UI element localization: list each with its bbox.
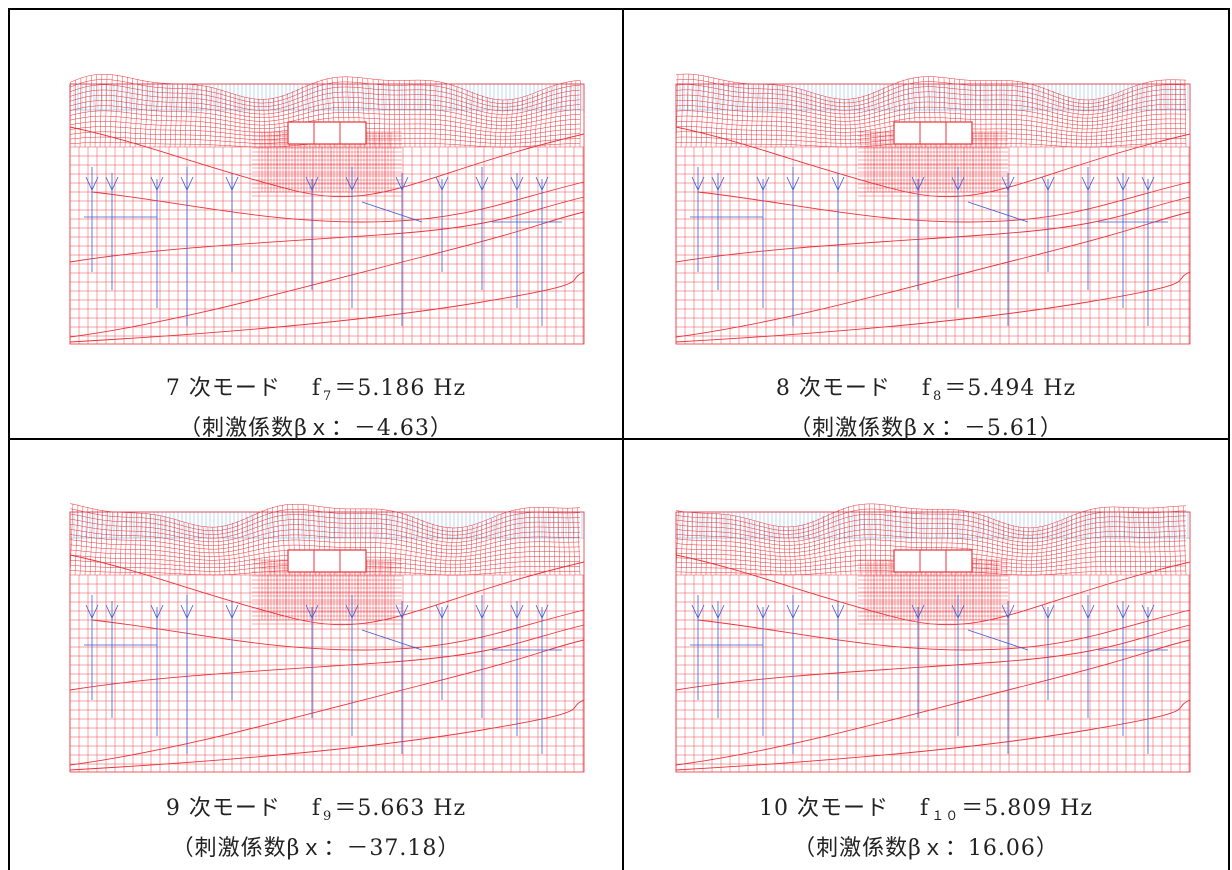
mode-title: 8 次モード f 8＝5.494 Hz	[624, 370, 1228, 404]
underground-structure	[893, 549, 973, 573]
frequency-value: ＝5.809 Hz	[961, 796, 1093, 821]
soil-layer-boundaries	[675, 126, 1191, 343]
underground-structure	[893, 121, 973, 145]
mode-label: 7 次モード	[165, 376, 281, 401]
original-mesh-lines	[84, 167, 562, 326]
mode-title: 9 次モード f 9＝5.663 Hz	[10, 790, 622, 824]
participation-factor: （刺激係数βｘ：16.06）	[793, 836, 1059, 861]
panel-mode-7: 7 次モード f 7＝5.186 Hz （刺激係数βｘ：－4.63）	[10, 10, 622, 441]
frequency-value: ＝5.663 Hz	[334, 796, 467, 821]
soil-layer-boundaries	[69, 554, 585, 771]
mode-shape-mesh	[668, 72, 1198, 352]
frequency-symbol: f	[921, 376, 932, 401]
participation-factor: （刺激係数βｘ：－4.63）	[179, 416, 453, 441]
underground-structure	[287, 549, 367, 573]
mode-label: 10 次モード	[759, 796, 890, 821]
frequency-subscript: 8	[933, 389, 943, 404]
surface-layer-lines	[69, 512, 583, 538]
mesh-svg	[675, 503, 1191, 773]
mode-label: 9 次モード	[165, 796, 281, 821]
mode-shape-mesh	[62, 72, 592, 352]
underground-structure	[287, 121, 367, 145]
table-divider-horizontal	[8, 438, 1230, 440]
soil-layer-boundaries	[69, 126, 585, 343]
lower-regular-mesh	[69, 511, 585, 773]
panel-mode-10: 10 次モード f １０＝5.809 Hz （刺激係数βｘ：16.06）	[624, 440, 1228, 870]
surface-layer-outline	[69, 511, 585, 539]
participation-factor: （刺激係数βｘ：－37.18）	[171, 836, 461, 861]
frequency-subscript: 7	[323, 389, 333, 404]
soil-layer-boundaries	[675, 554, 1191, 771]
surface-layer-lines	[675, 512, 1189, 538]
frequency-subscript: １０	[931, 809, 960, 824]
original-mesh-lines	[84, 595, 562, 754]
frequency-value: ＝5.186 Hz	[334, 376, 467, 401]
mode-label: 8 次モード	[775, 376, 891, 401]
lower-regular-mesh	[675, 83, 1191, 345]
table-border-top	[8, 8, 1230, 10]
mesh-svg	[69, 74, 585, 345]
mode-shape-mesh	[62, 500, 592, 780]
panel-mode-8: 8 次モード f 8＝5.494 Hz （刺激係数βｘ：－5.61）	[624, 10, 1228, 441]
frequency-symbol: f	[920, 796, 930, 821]
frequency-symbol: f	[311, 376, 322, 401]
deformed-upper-mesh	[675, 73, 1187, 148]
mode-title: 10 次モード f １０＝5.809 Hz	[624, 790, 1228, 824]
original-mesh-lines	[690, 167, 1168, 326]
mode-title: 7 次モード f 7＝5.186 Hz	[10, 370, 622, 404]
original-mesh-lines	[690, 595, 1168, 754]
surface-layer-outline	[675, 511, 1191, 539]
mesh-svg	[69, 503, 585, 773]
frequency-symbol: f	[311, 796, 322, 821]
mesh-svg	[675, 73, 1191, 345]
mode-shape-mesh	[668, 500, 1198, 780]
participation-factor: （刺激係数βｘ：－5.61）	[789, 416, 1063, 441]
frequency-value: ＝5.494 Hz	[944, 376, 1077, 401]
panel-mode-9: 9 次モード f 9＝5.663 Hz （刺激係数βｘ：－37.18）	[10, 440, 622, 870]
frequency-subscript: 9	[323, 809, 333, 824]
